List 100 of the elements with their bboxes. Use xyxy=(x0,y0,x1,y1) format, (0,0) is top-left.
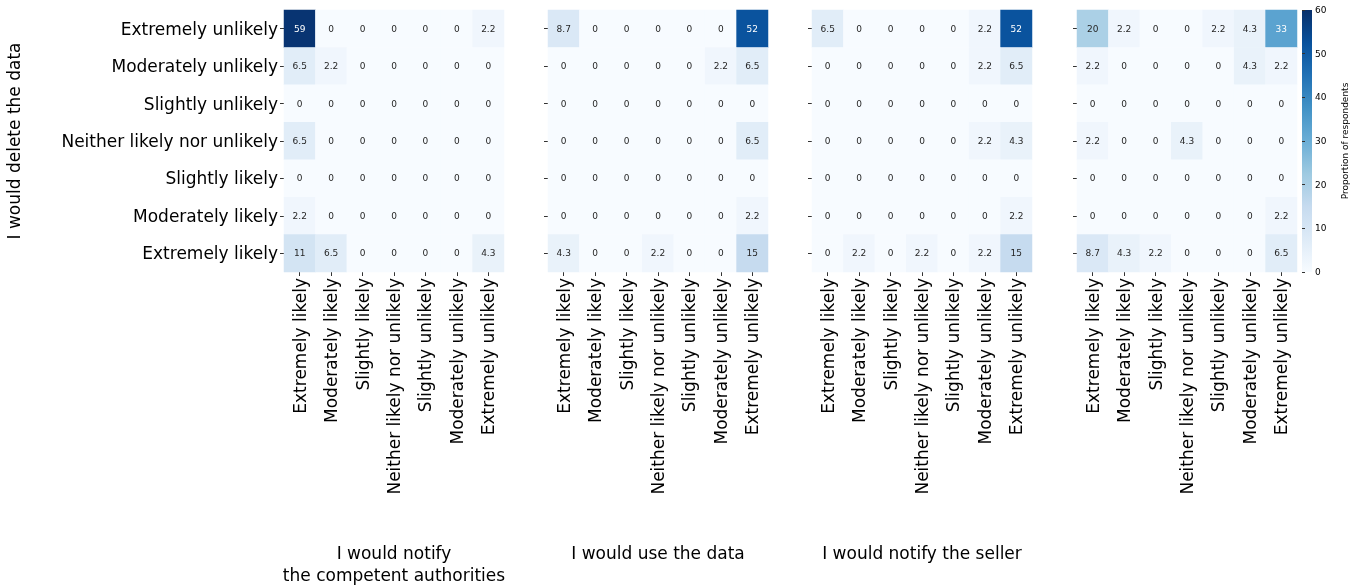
data-label: 0 xyxy=(1278,136,1285,146)
x-tick-label: Neither likely nor unlikely xyxy=(648,278,668,495)
data-label: 6.5 xyxy=(745,61,760,72)
data-label: 0 xyxy=(391,136,398,146)
data-label: 15 xyxy=(746,248,759,259)
data-label: 6.5 xyxy=(745,136,760,146)
x-tick-label: Moderately likely xyxy=(1114,278,1135,423)
data-label: 0 xyxy=(1184,98,1191,109)
data-label: 0 xyxy=(391,173,398,184)
data-label: 0 xyxy=(1121,173,1128,184)
x-tick-label: Slightly unlikely xyxy=(943,278,964,413)
data-label: 2.2 xyxy=(745,210,760,221)
color-bar-label: 10 xyxy=(1315,223,1327,234)
data-label: 0 xyxy=(919,136,926,146)
data-label: 0 xyxy=(856,61,863,72)
data-label: 0 xyxy=(1121,136,1128,146)
data-label: 6.5 xyxy=(292,136,307,146)
y-axis-title: I would delete the data xyxy=(3,42,24,240)
data-label: 0 xyxy=(422,248,429,259)
color-bar-label: 50 xyxy=(1315,48,1327,59)
data-label: 0 xyxy=(950,210,957,221)
color-bar-label: 0 xyxy=(1315,267,1321,277)
data-label: 20 xyxy=(1086,23,1099,34)
data-label: 0 xyxy=(328,136,335,146)
data-label: 6.5 xyxy=(292,61,307,72)
data-label: 0 xyxy=(1152,136,1159,146)
x-tick-label: Slightly unlikely xyxy=(1208,278,1229,413)
data-label: 0 xyxy=(950,248,957,259)
data-label: 0 xyxy=(485,98,492,109)
data-label: 0 xyxy=(686,210,693,221)
y-tick-label: Slightly likely xyxy=(165,168,278,189)
data-label: 0 xyxy=(1013,98,1020,109)
data-label: 0 xyxy=(485,61,492,72)
data-label: 0 xyxy=(1152,23,1159,34)
data-label: 0 xyxy=(686,61,693,72)
data-label: 0 xyxy=(655,61,662,72)
data-label: 0 xyxy=(919,61,926,72)
x-tick-label: Slightly likely xyxy=(880,278,901,391)
data-label: 0 xyxy=(1278,173,1285,184)
y-tick-label: Extremely likely xyxy=(142,243,278,264)
data-label: 0 xyxy=(686,173,693,184)
data-label: 2.2 xyxy=(650,248,666,259)
data-label: 4.3 xyxy=(1179,136,1195,146)
data-label: 0 xyxy=(328,23,335,34)
data-label: 0 xyxy=(1089,210,1096,221)
data-label: 0 xyxy=(824,98,831,109)
data-label: 0 xyxy=(1184,210,1191,221)
data-label: 4.3 xyxy=(1009,136,1024,146)
data-label: 0 xyxy=(453,98,460,109)
data-label: 0 xyxy=(359,23,366,34)
x-tick-label: Extremely unlikely xyxy=(1006,278,1027,436)
data-label: 6.5 xyxy=(820,23,835,34)
data-label: 0 xyxy=(592,23,599,34)
data-label: 0 xyxy=(422,98,429,109)
data-label: 0 xyxy=(592,136,599,146)
color-bar-title: Proportion of respondents xyxy=(1339,82,1350,200)
data-label: 2.2 xyxy=(1211,23,1226,34)
data-label: 8.7 xyxy=(556,23,571,34)
data-label: 2.2 xyxy=(481,23,496,34)
data-label: 0 xyxy=(359,210,366,221)
data-label: 0 xyxy=(1246,98,1253,109)
data-label: 0 xyxy=(391,248,398,259)
data-label: 0 xyxy=(1013,173,1020,184)
data-label: 0 xyxy=(717,98,724,109)
x-axis-title: I would notify the seller xyxy=(822,543,1022,563)
data-label: 0 xyxy=(1215,173,1222,184)
data-label: 0 xyxy=(623,98,630,109)
data-label: 0 xyxy=(1089,98,1096,109)
data-label: 59 xyxy=(293,23,306,34)
data-label: 0 xyxy=(592,61,599,72)
data-label: 0 xyxy=(1121,61,1128,72)
data-label: 0 xyxy=(824,248,831,259)
data-label: 6.5 xyxy=(1274,248,1289,259)
color-bar-label: 30 xyxy=(1315,136,1327,146)
data-label: 0 xyxy=(981,98,988,109)
data-label: 2.2 xyxy=(713,61,729,72)
data-label: 0 xyxy=(453,61,460,72)
x-tick-label: Neither likely nor unlikely xyxy=(1177,278,1197,495)
data-label: 0 xyxy=(856,136,863,146)
data-label: 0 xyxy=(919,98,926,109)
data-label: 0 xyxy=(717,248,724,259)
data-label: 0 xyxy=(686,98,693,109)
data-label: 0 xyxy=(824,173,831,184)
data-label: 0 xyxy=(359,136,366,146)
data-label: 0 xyxy=(623,248,630,259)
x-tick-label: Moderately likely xyxy=(585,278,606,423)
data-label: 0 xyxy=(391,210,398,221)
data-label: 0 xyxy=(856,173,863,184)
data-label: 0 xyxy=(1184,173,1191,184)
data-label: 0 xyxy=(1152,210,1159,221)
data-label: 0 xyxy=(1246,210,1253,221)
data-label: 0 xyxy=(560,136,567,146)
data-label: 0 xyxy=(655,136,662,146)
data-label: 2.2 xyxy=(977,248,993,259)
data-label: 0 xyxy=(422,173,429,184)
data-label: 0 xyxy=(686,248,693,259)
x-tick-label: Slightly unlikely xyxy=(415,278,436,413)
data-label: 2.2 xyxy=(292,210,307,221)
data-label: 0 xyxy=(950,23,957,34)
data-label: 0 xyxy=(950,136,957,146)
